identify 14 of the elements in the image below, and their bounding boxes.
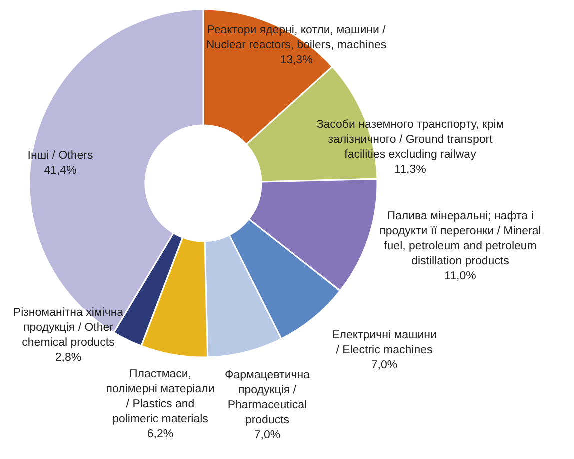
data-label: 41,4% [44, 165, 77, 177]
slice-label: Різноманітна хімічна продукція / Other chemical products [13, 307, 124, 349]
data-label: 2,8% [55, 352, 82, 364]
data-label: 11,0% [444, 270, 476, 282]
data-label: 6,2% [147, 428, 174, 440]
slice-label: Електричні машини / Electric machines [332, 330, 437, 356]
data-label: 11,3% [394, 164, 426, 176]
slice-label: Палива мінеральні; нафта і продукти її перегонки / Mineral fuel, petroleum and petroleum distillation products [380, 210, 542, 268]
data-label: 13,3% [280, 54, 313, 66]
data-label: 7,0% [371, 360, 398, 372]
data-label: 7,0% [254, 430, 281, 442]
slice-label: Інші / Others [28, 150, 94, 162]
slice-label: Фармацевтична продукція / Pharmaceutical products [225, 370, 311, 426]
slice-label: Пластмаси, полімерні матеріали / Plastics and polimeric materials [106, 368, 215, 426]
